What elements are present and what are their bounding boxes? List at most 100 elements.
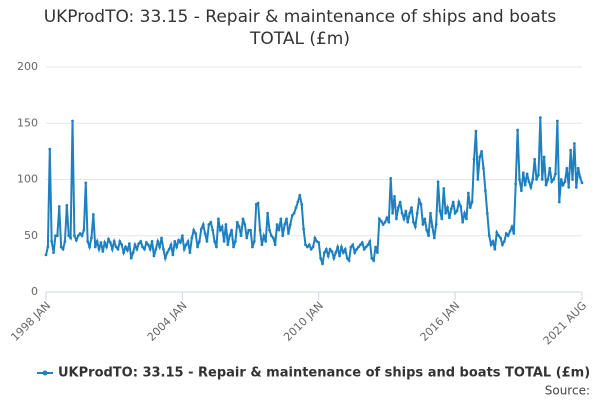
y-tick-label: 50 (24, 229, 38, 242)
point (340, 245, 343, 249)
point (180, 234, 184, 238)
point (360, 241, 364, 244)
point (563, 180, 567, 184)
point (271, 236, 275, 240)
point (213, 239, 216, 243)
point (538, 116, 542, 120)
point (334, 251, 338, 255)
point (338, 254, 341, 258)
point (394, 217, 398, 221)
x-tick-label: 2021 AUG (541, 299, 590, 348)
point (459, 205, 463, 208)
point (226, 243, 230, 247)
point (578, 175, 582, 179)
point (190, 236, 194, 240)
point (281, 234, 285, 238)
y-tick-label: 200 (17, 60, 38, 73)
point (55, 234, 59, 238)
point (290, 214, 294, 217)
point (137, 242, 141, 246)
point (370, 256, 374, 260)
point (476, 178, 480, 181)
point (63, 239, 67, 243)
point (393, 194, 396, 198)
source: Source: (545, 384, 590, 398)
point (152, 254, 156, 258)
point (251, 245, 254, 249)
point (485, 211, 489, 215)
point (235, 220, 239, 224)
point (309, 247, 313, 251)
point (218, 228, 222, 232)
point (550, 180, 554, 184)
point (506, 234, 510, 238)
point (91, 212, 95, 216)
point (57, 205, 61, 208)
point (146, 243, 150, 247)
point (209, 220, 213, 224)
point (499, 236, 502, 240)
point (69, 236, 73, 240)
point (311, 245, 315, 249)
point (518, 178, 521, 181)
point (379, 219, 383, 223)
point (74, 238, 78, 242)
point (122, 251, 126, 255)
point (343, 247, 347, 251)
point (97, 247, 101, 251)
point (82, 228, 86, 232)
point (243, 223, 247, 226)
point (220, 225, 224, 229)
chart-title: UKProdTO: 33.15 - Repair & maintenance o… (43, 7, 557, 49)
point (194, 232, 198, 235)
point (470, 200, 474, 204)
point (93, 245, 97, 249)
point (423, 217, 427, 221)
point (256, 201, 260, 205)
point (216, 217, 220, 221)
point (449, 207, 453, 211)
point (300, 202, 304, 206)
point (184, 243, 188, 247)
point (277, 228, 281, 232)
point (555, 119, 559, 123)
point (573, 142, 576, 145)
point (116, 247, 120, 251)
point (561, 183, 565, 187)
point (129, 256, 133, 260)
point (86, 239, 90, 243)
point (245, 236, 249, 240)
point (383, 220, 387, 224)
point (233, 239, 237, 243)
legend-marker (42, 370, 48, 376)
point (525, 172, 529, 176)
point (544, 183, 548, 187)
point (502, 239, 506, 243)
point (514, 182, 518, 186)
point (105, 245, 109, 249)
point (78, 232, 82, 235)
point (207, 223, 211, 226)
point (199, 227, 203, 231)
point (330, 250, 334, 253)
point (228, 234, 232, 238)
point (357, 245, 360, 249)
point (222, 239, 226, 243)
point (266, 211, 269, 215)
point (203, 232, 207, 235)
point (557, 200, 561, 204)
point (546, 178, 550, 181)
point (565, 166, 569, 170)
point (442, 187, 446, 190)
point (487, 234, 491, 238)
point (410, 206, 413, 210)
point (552, 178, 555, 181)
series-line (45, 117, 583, 265)
point (548, 166, 552, 170)
y-tick-label: 100 (17, 173, 38, 186)
point (232, 245, 235, 249)
point (237, 225, 241, 229)
point (504, 232, 508, 235)
point (101, 250, 105, 253)
